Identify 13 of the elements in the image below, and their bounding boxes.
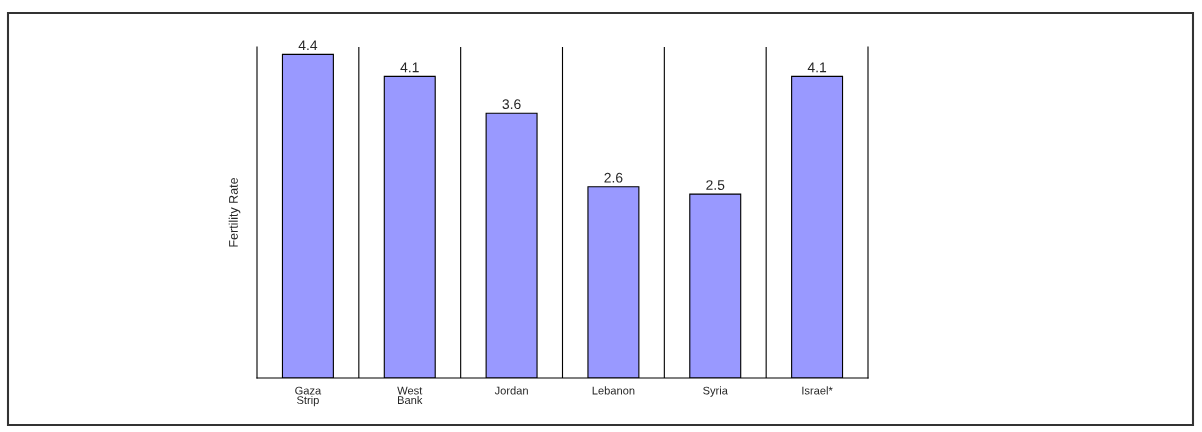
data-label: 4.4	[298, 40, 318, 51]
x-tick-label: Israel*	[802, 386, 833, 395]
x-tick-label: Lebanon	[592, 386, 635, 395]
x-tick-label: Syria	[703, 386, 728, 397]
data-label: 2.6	[604, 172, 623, 183]
y-axis-title: Fertility Rate	[228, 177, 241, 247]
data-label: 4.1	[807, 62, 827, 73]
data-label: 2.5	[706, 180, 725, 190]
x-tick-label: Jordan	[494, 386, 528, 395]
data-label: 3.6	[502, 99, 521, 110]
x-tick-label: Gaza Strip	[295, 386, 322, 407]
x-tick-label: West Bank	[397, 386, 423, 405]
data-label: 4.1	[400, 62, 419, 73]
